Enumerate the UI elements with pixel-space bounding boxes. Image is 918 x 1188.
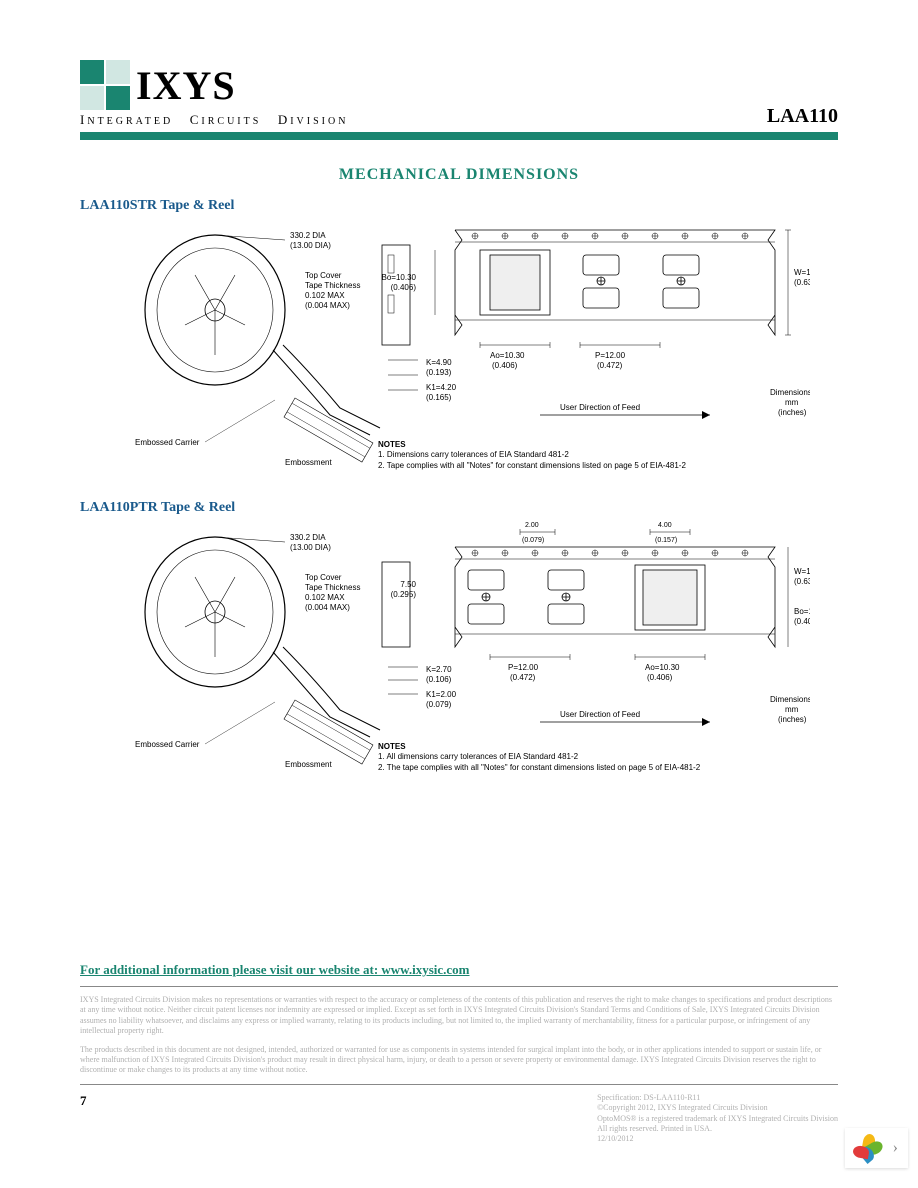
svg-text:W=16.00: W=16.00 [794,567,810,576]
footer-meta: Specification: DS-LAA110-R11 ©Copyright … [597,1093,838,1145]
svg-text:mm: mm [785,398,799,407]
svg-text:7.50: 7.50 [400,580,416,589]
svg-text:Embossment: Embossment [285,458,332,467]
svg-text:(0.193): (0.193) [426,368,452,377]
logo-icon [80,60,130,110]
svg-text:(0.295): (0.295) [391,590,417,599]
svg-text:P=12.00: P=12.00 [595,351,626,360]
svg-text:mm: mm [785,705,799,714]
next-page-button[interactable]: › [893,1139,898,1157]
svg-text:(0.63): (0.63) [794,577,810,586]
svg-text:330.2 DIA: 330.2 DIA [290,231,326,240]
footer-link[interactable]: For additional information please visit … [80,962,838,978]
diagram-0: 330.2 DIA (13.00 DIA) Top Cover Tape Thi… [80,220,838,470]
svg-text:(0.472): (0.472) [510,673,536,682]
notes-1: NOTES 1. All dimensions carry tolerances… [378,742,700,773]
svg-text:Tape Thickness: Tape Thickness [305,281,360,290]
logo-block: IXYS INTEGRATED CIRCUITS DIVISION [80,60,348,128]
svg-text:(0.004 MAX): (0.004 MAX) [305,301,350,310]
svg-text:P=12.00: P=12.00 [508,663,539,672]
svg-text:Embossment: Embossment [285,760,332,769]
svg-text:Dimensions: Dimensions [770,695,810,704]
brand-name: IXYS [136,62,236,109]
svg-text:(0.406): (0.406) [492,361,518,370]
svg-text:(0.406): (0.406) [391,283,417,292]
svg-text:(0.079): (0.079) [522,537,544,544]
svg-text:Tape Thickness: Tape Thickness [305,583,360,592]
part-number: LAA110 [767,105,838,128]
header-rule [80,132,838,140]
svg-text:Bo=10.30: Bo=10.30 [382,273,417,282]
svg-text:(0.165): (0.165) [426,393,452,402]
svg-text:(0.406): (0.406) [794,617,810,626]
svg-text:(inches): (inches) [778,715,807,724]
svg-text:2.00: 2.00 [525,522,539,529]
nav-widget: › [845,1128,908,1168]
svg-text:Bo=10.30: Bo=10.30 [794,607,810,616]
svg-text:(0.004 MAX): (0.004 MAX) [305,603,350,612]
page-number: 7 [80,1093,87,1145]
svg-text:K=4.90: K=4.90 [426,358,452,367]
svg-text:Top Cover: Top Cover [305,271,342,280]
svg-text:(inches): (inches) [778,408,807,417]
svg-text:(0.406): (0.406) [647,673,673,682]
svg-text:User Direction of Feed: User Direction of Feed [560,710,640,719]
svg-text:(13.00 DIA): (13.00 DIA) [290,543,331,552]
svg-text:W=16.00: W=16.00 [794,268,810,277]
svg-text:Top Cover: Top Cover [305,573,342,582]
svg-text:(0.106): (0.106) [426,675,452,684]
svg-text:Embossed Carrier: Embossed Carrier [135,438,200,447]
diagram-1: 330.2 DIA (13.00 DIA) Top Cover Tape Thi… [80,522,838,772]
svg-text:4.00: 4.00 [658,522,672,529]
svg-text:0.102 MAX: 0.102 MAX [305,291,345,300]
svg-text:330.2 DIA: 330.2 DIA [290,533,326,542]
viewer-logo-icon [855,1134,883,1162]
svg-text:(13.00 DIA): (13.00 DIA) [290,241,331,250]
svg-text:(0.63): (0.63) [794,278,810,287]
main-title: MECHANICAL DIMENSIONS [80,166,838,184]
svg-text:User Direction of Feed: User Direction of Feed [560,403,640,412]
svg-text:Dimensions: Dimensions [770,388,810,397]
svg-text:Ao=10.30: Ao=10.30 [645,663,680,672]
svg-text:(0.157): (0.157) [655,537,677,544]
notes-0: NOTES 1. Dimensions carry tolerances of … [378,440,686,471]
header: IXYS INTEGRATED CIRCUITS DIVISION LAA110 [80,60,838,128]
svg-text:Ao=10.30: Ao=10.30 [490,351,525,360]
section-title-1: LAA110PTR Tape & Reel [80,500,838,516]
section-title-0: LAA110STR Tape & Reel [80,198,838,214]
svg-text:(0.472): (0.472) [597,361,623,370]
svg-text:K1=4.20: K1=4.20 [426,383,457,392]
disclaimer: IXYS Integrated Circuits Division makes … [80,995,838,1076]
footer-row: 7 Specification: DS-LAA110-R11 ©Copyrigh… [80,1093,838,1145]
svg-text:(0.079): (0.079) [426,700,452,709]
svg-text:K=2.70: K=2.70 [426,665,452,674]
svg-text:Embossed Carrier: Embossed Carrier [135,740,200,749]
svg-text:0.102 MAX: 0.102 MAX [305,593,345,602]
tagline: INTEGRATED CIRCUITS DIVISION [80,112,348,128]
svg-text:K1=2.00: K1=2.00 [426,690,457,699]
